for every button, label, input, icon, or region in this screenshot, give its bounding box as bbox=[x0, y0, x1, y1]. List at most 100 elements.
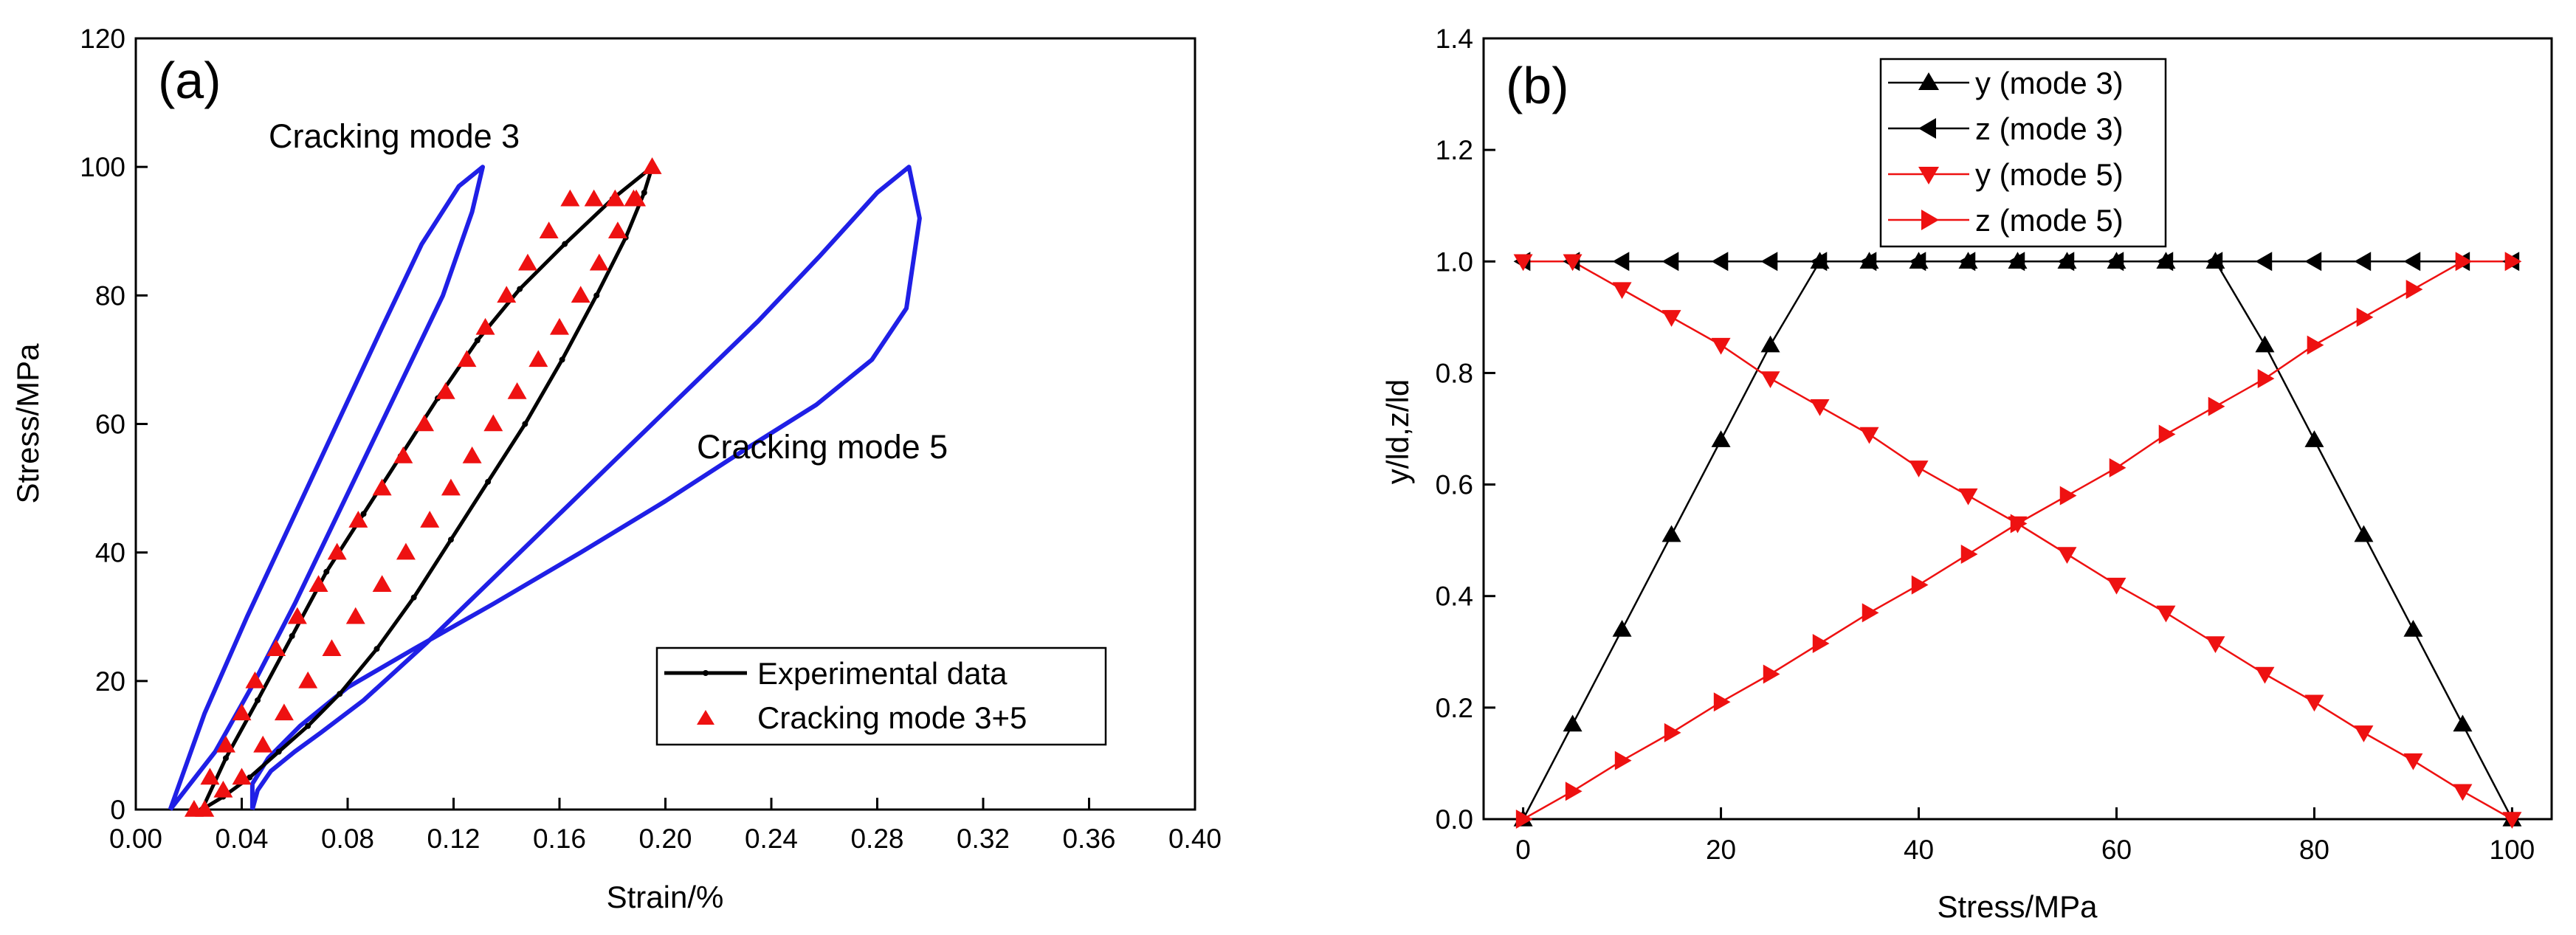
series-z-mode-5-marker bbox=[1515, 810, 1533, 829]
series-y-mode-3-marker bbox=[2255, 335, 2275, 353]
panel-b-x-axis-label: Stress/MPa bbox=[1937, 889, 2098, 924]
series-cracking-mode-3-5-marker bbox=[393, 446, 413, 463]
series-cracking-mode-3-5-marker bbox=[435, 382, 455, 399]
series-y-mode-5-marker bbox=[2304, 694, 2324, 712]
series-z-mode-5-marker bbox=[2405, 280, 2423, 300]
series-z-mode-3-marker bbox=[2403, 252, 2421, 272]
annotation-cracking-mode-3: Cracking mode 3 bbox=[269, 117, 520, 155]
panel-b-plot-frame bbox=[1482, 37, 2553, 821]
legend-experimental-label: Experimental data bbox=[757, 656, 1008, 691]
series-cracking-mode-3-5-marker bbox=[372, 478, 392, 496]
legend-y-mode5-marker bbox=[1918, 167, 1939, 184]
panel-b-y-tick-label: 0.2 bbox=[1436, 693, 1473, 723]
series-y-mode-5-marker bbox=[2057, 547, 2077, 565]
series-cracking-mode-3-5-marker bbox=[642, 157, 662, 174]
series-experimental-data-point bbox=[305, 722, 311, 729]
panel-a-y-tick-label: 40 bbox=[95, 538, 125, 568]
series-cracking-mode-3-5-marker bbox=[475, 317, 495, 335]
panel-b-x-tick-label: 60 bbox=[2101, 835, 2132, 865]
series-y-mode-3-marker bbox=[2403, 620, 2423, 637]
series-cracking-mode-3-5-marker bbox=[216, 735, 235, 753]
series-cracking-mode-3-5-marker bbox=[327, 542, 347, 560]
series-cracking-mode-3-5-marker bbox=[396, 542, 416, 560]
legend-y-mode5-label: y (mode 5) bbox=[1975, 157, 2124, 192]
series-y-mode-3-marker bbox=[1711, 430, 1731, 447]
series-experimental-data-point bbox=[517, 286, 523, 292]
series-y-mode-5-marker bbox=[1810, 399, 1830, 416]
series-y-mode-5-marker bbox=[2502, 812, 2522, 829]
series-cracking-mode-3-5-marker bbox=[232, 703, 252, 721]
series-z-mode-3-marker bbox=[1612, 252, 1630, 272]
series-cracking-mode-3-5-marker bbox=[345, 607, 365, 624]
series-y-mode-5-marker bbox=[1513, 254, 1533, 272]
series-y-mode-3-marker bbox=[1563, 714, 1583, 732]
legend-z-mode3-label: z (mode 3) bbox=[1975, 111, 2124, 146]
series-z-mode-5-marker bbox=[2010, 514, 2028, 534]
panel-a-legend: Experimental data Cracking mode 3+5 bbox=[655, 646, 1107, 746]
panel-b-x-tick-label: 40 bbox=[1904, 835, 1934, 865]
series-y-mode-5-marker bbox=[1612, 282, 1632, 300]
panel-b-label: (b) bbox=[1506, 57, 1569, 114]
panel-a-x-axis-label: Strain/% bbox=[607, 880, 724, 914]
panel-b-x-tick-label: 0 bbox=[1515, 835, 1531, 865]
series-cracking-mode-5-curve bbox=[249, 165, 922, 810]
annotation-cracking-mode-5: Cracking mode 5 bbox=[697, 428, 948, 466]
panel-b-y-tick-label: 1.0 bbox=[1436, 246, 1473, 277]
series-experimental-data-point bbox=[275, 748, 282, 755]
panel-b-y-tick-label: 0.4 bbox=[1436, 582, 1473, 612]
series-cracking-mode-3-5-marker bbox=[571, 286, 590, 303]
series-cracking-mode-3-5-marker bbox=[245, 671, 265, 689]
series-cracking-mode-3-5-marker bbox=[372, 575, 392, 592]
panel-a-x-tick-label: 0.28 bbox=[850, 824, 903, 854]
panel-a-y-ticks: 0 20 40 60 80 100 120 bbox=[80, 24, 148, 825]
series-experimental-data-point bbox=[337, 691, 343, 697]
panel-b-y-tick-label: 0.6 bbox=[1436, 470, 1473, 500]
panel-a-legend-box bbox=[655, 646, 1107, 746]
panel-b-x-ticks: 0 20 40 60 80 100 bbox=[1515, 807, 2535, 865]
series-z-mode-5-marker bbox=[1812, 633, 1830, 653]
panel-a-x-tick-label: 0.40 bbox=[1168, 824, 1222, 854]
panel-b-y-tick-label: 1.4 bbox=[1436, 24, 1473, 54]
series-experimental-data-point bbox=[410, 594, 417, 601]
series-y-mode-3-marker bbox=[2354, 525, 2374, 542]
series-y-mode-5-marker bbox=[2156, 605, 2176, 623]
series-z-mode-3-marker bbox=[2156, 252, 2174, 272]
series-cracking-mode-3-5-marker bbox=[274, 703, 294, 721]
series-cracking-mode-3-5-marker bbox=[584, 189, 604, 207]
panel-a-label: (a) bbox=[158, 52, 221, 109]
series-cracking-mode-3-5-marker bbox=[589, 253, 609, 271]
series-z-mode-3-marker bbox=[1958, 252, 1976, 272]
series-z-mode-5-marker bbox=[1862, 603, 1879, 623]
panel-a-y-axis-label: Stress/MPa bbox=[10, 343, 45, 504]
series-experimental-data-point bbox=[289, 632, 295, 639]
series-z-mode-5-marker bbox=[2504, 252, 2522, 272]
series-y-mode-3-marker bbox=[1760, 335, 1780, 353]
series-z-mode-5-marker bbox=[2257, 368, 2275, 388]
series-cracking-mode-3-5-marker bbox=[550, 317, 569, 335]
series-experimental-data-point bbox=[247, 774, 253, 781]
legend-mode35-label: Cracking mode 3+5 bbox=[757, 700, 1027, 735]
series-z-mode-5-marker bbox=[1713, 692, 1731, 712]
panel-b-y-tick-label: 1.2 bbox=[1436, 135, 1473, 165]
panel-a-x-tick-label: 0.36 bbox=[1062, 824, 1115, 854]
series-cracking-mode-3-curve bbox=[168, 165, 485, 811]
series-y-mode-5-marker bbox=[2354, 725, 2374, 742]
panel-b-y-axis-label: y/ld,z/ld bbox=[1380, 379, 1415, 484]
series-z-mode-3-marker bbox=[2107, 252, 2124, 272]
series-z-mode-5-marker bbox=[2158, 424, 2176, 444]
panel-a-y-tick-label: 80 bbox=[95, 280, 125, 311]
legend-y-mode3-marker bbox=[1918, 72, 1939, 90]
series-cracking-mode-3-5-marker bbox=[298, 671, 318, 689]
series-z-mode-3-marker bbox=[1810, 252, 1828, 272]
panel-a-x-tick-label: 0.00 bbox=[109, 824, 162, 854]
series-z-mode-5-marker bbox=[1565, 782, 1583, 801]
panel-b-y-ticks: 0.0 0.2 0.4 0.6 0.8 1.0 1.2 1.4 bbox=[1436, 24, 1495, 835]
series-z-mode-5-marker bbox=[2208, 396, 2225, 416]
series-z-mode-3-marker bbox=[2255, 252, 2273, 272]
series-y-mode-5-marker bbox=[1760, 371, 1780, 388]
series-z-mode-3-marker bbox=[1859, 252, 1877, 272]
series-experimental-data-curve bbox=[200, 165, 655, 812]
series-experimental-data-point bbox=[485, 478, 492, 485]
series-cracking-mode-3-5-marker bbox=[348, 511, 368, 528]
series-cracking-mode-3-5-marker bbox=[607, 221, 627, 238]
